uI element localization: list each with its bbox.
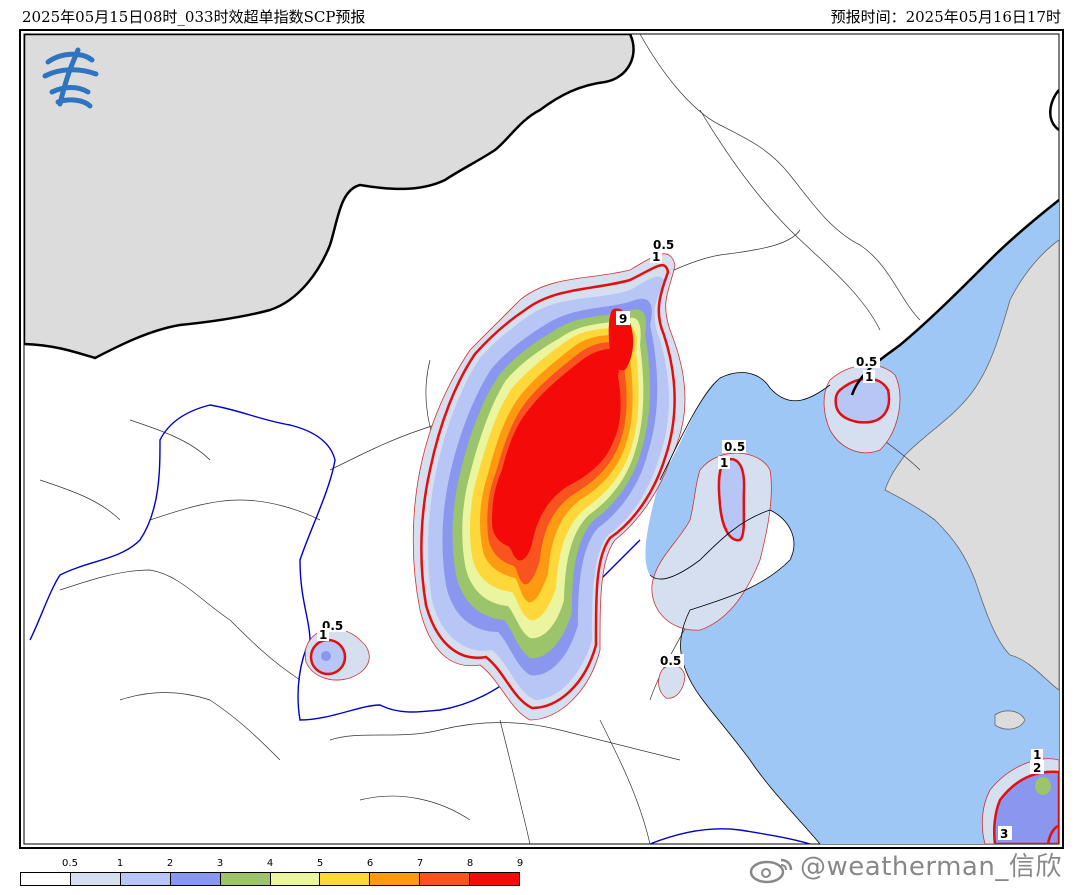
legend-swatch: [170, 873, 221, 885]
scp-cell-liaodong: [823, 364, 901, 454]
huai-river-line: [649, 828, 811, 844]
japan-island: [994, 710, 1026, 730]
contour-label: 0.5: [660, 654, 681, 668]
scp-cell-shandong: [651, 452, 772, 631]
cma-logo-icon: [38, 47, 102, 112]
legend-tick-label: 7: [416, 858, 424, 869]
contour-label: 1: [652, 250, 660, 264]
korea-peninsula: [884, 239, 1059, 691]
legend-ticks: 0.5 1 2 3 4 5 6 7 8 9: [20, 858, 524, 870]
legend-swatch: [470, 873, 520, 885]
contour-label: 0.5: [653, 238, 674, 252]
color-legend: 0.5 1 2 3 4 5 6 7 8 9: [20, 858, 524, 888]
contour-label-group: 0.5 1 9 0.5 1 0.5 1 0.5 1 0.5 2 1 3: [317, 238, 1044, 841]
coastline: [649, 372, 831, 844]
watermark-text: @weatherman_信欣: [800, 852, 1062, 882]
scp-cell-southeast: [981, 758, 1059, 844]
legend-swatch: [21, 873, 71, 885]
scp-main-system: [412, 253, 686, 721]
contour-label: 3: [1000, 827, 1008, 841]
contour-label: 0.5: [724, 440, 745, 454]
sea-area: [645, 200, 1059, 844]
legend-swatch: [320, 873, 371, 885]
scp-cell-west: [304, 628, 370, 681]
contour-label: 9: [619, 312, 627, 326]
map-title: 2025年05月15日08时_033时效超单指数SCP预报: [22, 8, 366, 26]
legend-swatch: [220, 873, 271, 885]
legend-swatch: [420, 873, 471, 885]
legend-tick-label: 2: [166, 858, 174, 869]
legend-tick-label: 6: [366, 858, 374, 869]
weibo-logo-icon: [749, 858, 793, 884]
legend-tick-label: 1: [116, 858, 124, 869]
legend-swatch: [120, 873, 171, 885]
legend-swatch: [370, 873, 421, 885]
legend-tick-label: 0.5: [62, 858, 78, 869]
legend-swatch: [270, 873, 321, 885]
legend-bar: [20, 872, 520, 886]
contour-label: 2: [1033, 761, 1041, 775]
contour-label: 0.5: [856, 355, 877, 369]
contour-label: 1: [1033, 748, 1041, 762]
legend-tick-label: 8: [466, 858, 474, 869]
legend-tick-label: 3: [216, 858, 224, 869]
mongolia-region: [24, 34, 635, 360]
legend-tick-label: 9: [516, 858, 524, 869]
forecast-time: 预报时间：2025年05月16日17时: [830, 8, 1061, 26]
legend-tick-label: 4: [266, 858, 274, 869]
contour-label: 1: [319, 628, 327, 642]
legend-tick-label: 5: [316, 858, 324, 869]
legend-swatch: [70, 873, 121, 885]
contour-label: 1: [720, 456, 728, 470]
contour-label: 1: [865, 370, 873, 384]
